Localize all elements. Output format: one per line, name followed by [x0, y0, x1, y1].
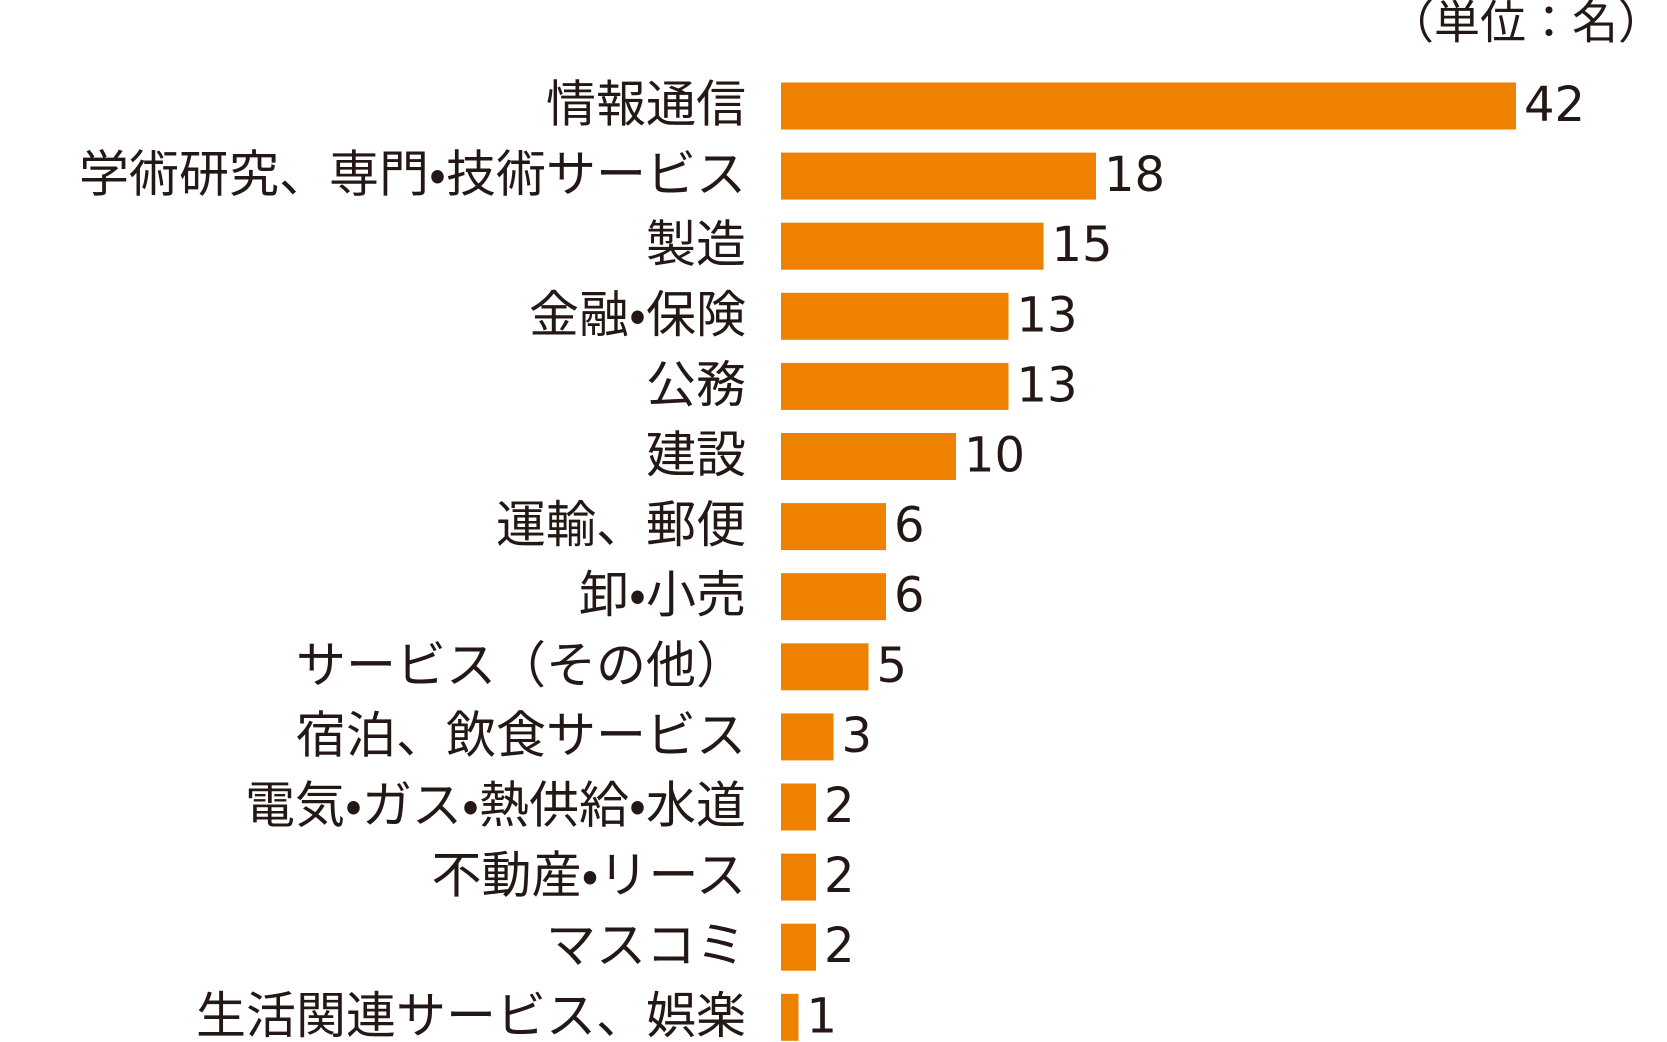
- bar: [781, 993, 799, 1041]
- category-label: 公務: [646, 356, 746, 414]
- category-label: 製造: [646, 216, 746, 274]
- bar: [781, 503, 886, 551]
- bar: [781, 643, 869, 691]
- bar: [781, 783, 816, 831]
- bar: [781, 853, 816, 901]
- category-label: サービス（その他）: [296, 636, 746, 694]
- category-label: 宿泊、飲食サービス: [296, 706, 746, 764]
- category-label: 建設: [646, 426, 746, 484]
- category-label: 不動産・リース: [432, 847, 747, 905]
- value-label: 10: [964, 428, 1025, 484]
- bar: [781, 713, 834, 761]
- bar: [781, 82, 1516, 130]
- category-label: 生活関連サービス、娯楽: [196, 987, 746, 1042]
- value-label: 15: [1052, 217, 1113, 273]
- value-label: 1: [807, 988, 838, 1042]
- value-label: 2: [824, 778, 855, 834]
- category-label: マスコミ: [546, 917, 746, 975]
- bar: [781, 573, 886, 621]
- value-label: 3: [842, 708, 873, 764]
- category-label: 運輸、郵便: [496, 496, 746, 554]
- bar: [781, 362, 1009, 410]
- value-label: 5: [877, 638, 908, 694]
- bar: [781, 152, 1096, 200]
- bar: [781, 433, 956, 480]
- bar: [781, 222, 1044, 270]
- category-label: 情報通信: [546, 76, 746, 134]
- category-label: 金融・保険: [529, 286, 746, 344]
- value-label: 18: [1104, 147, 1165, 203]
- value-label: 2: [824, 918, 855, 974]
- unit-note: （単位：名）: [1388, 0, 1664, 50]
- value-label: 13: [1017, 287, 1078, 343]
- category-label: 学術研究、専門・技術サービス: [79, 146, 746, 204]
- category-label: 卸・小売: [579, 566, 746, 624]
- value-label: 6: [894, 498, 925, 554]
- value-label: 2: [824, 848, 855, 904]
- bar: [781, 292, 1009, 340]
- category-label: 電気・ガス・熱供給・水道: [245, 777, 746, 835]
- value-label: 42: [1524, 77, 1585, 133]
- bar: [781, 923, 816, 971]
- value-label: 13: [1017, 357, 1078, 413]
- value-label: 6: [894, 568, 925, 624]
